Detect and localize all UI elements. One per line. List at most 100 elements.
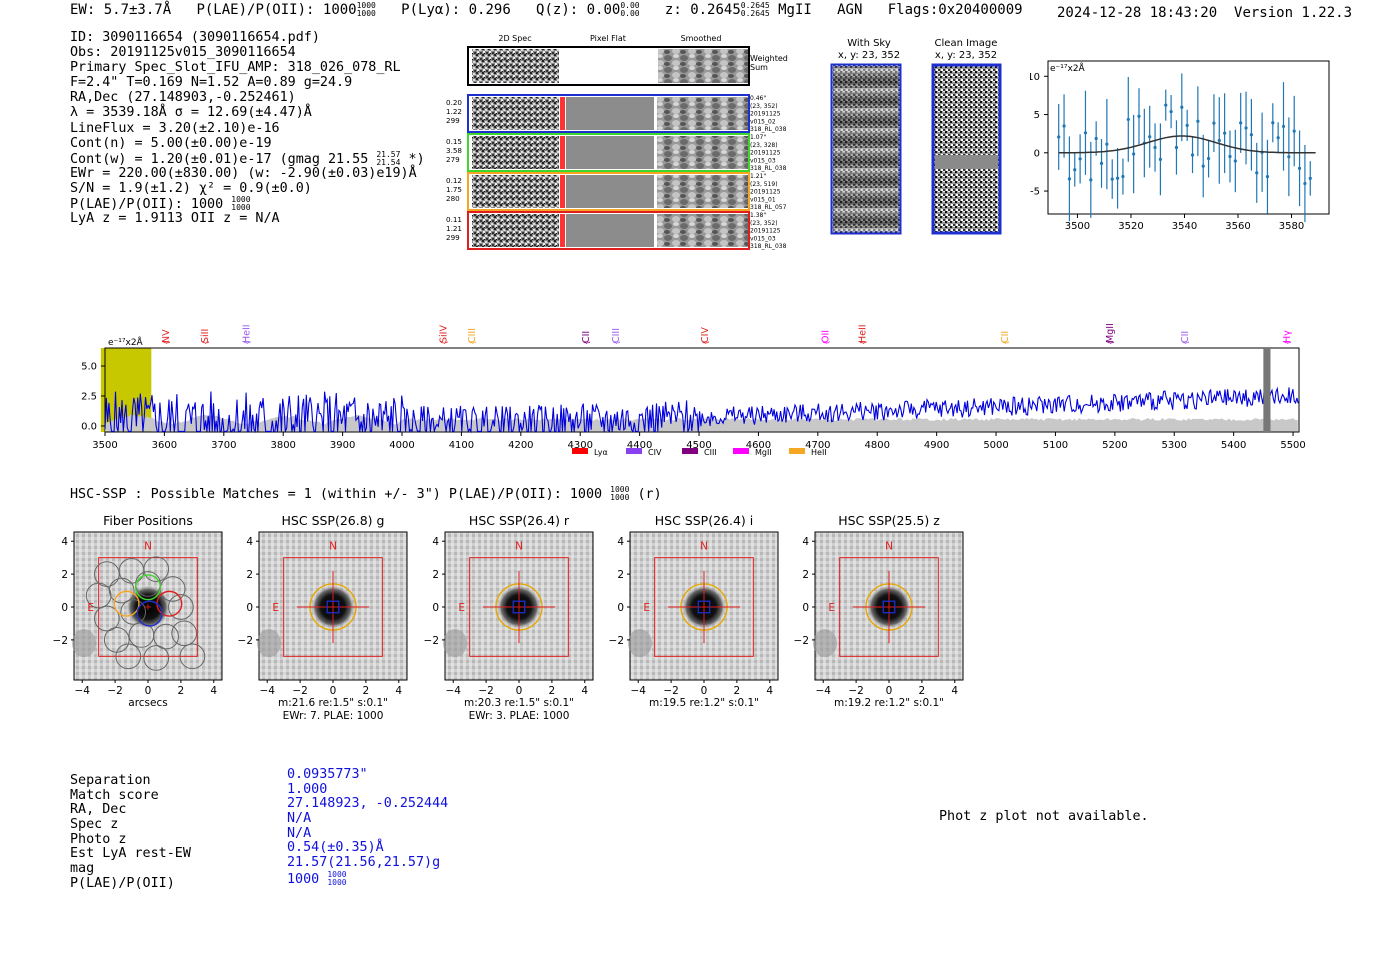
- hsc-ytick-label: 2: [246, 569, 253, 581]
- fiber-circle: [108, 577, 135, 604]
- hsc-ytick-label: 0: [432, 602, 439, 614]
- hsc-panel-caption: m:19.2 re:1.2" s:0.1": [834, 697, 944, 709]
- hsc-ytick-label: 4: [617, 536, 624, 548]
- spectrum-xtick-label: 3800: [270, 440, 295, 451]
- cutout-weight-label: 280: [446, 194, 460, 203]
- spectral-line-bracket: {: [1107, 341, 1115, 345]
- fit-point: [1153, 145, 1157, 150]
- detection-info: ID: 3090116654 (3090116654.pdf) Obs: 201…: [70, 30, 425, 226]
- spectrum-xtick-label: 5000: [983, 440, 1008, 451]
- spectral-line-label: NV: [161, 329, 172, 343]
- cutout-fiber-label: (23, 328): [750, 142, 778, 149]
- fit-point: [1233, 159, 1237, 163]
- fit-point: [1057, 135, 1061, 139]
- legend-swatch: [789, 448, 805, 454]
- spectrum-legend: Lyα CIV CIII MgII HeII: [572, 448, 827, 457]
- cutout-fiber-label: 318_RL_038: [750, 126, 787, 133]
- fit-point: [1292, 129, 1296, 133]
- cutout-weight-label: 0.11: [446, 215, 462, 224]
- fit-point: [1126, 117, 1130, 122]
- cutout-weight-label: 0.12: [446, 176, 462, 185]
- match-label-lya-ew: Est LyA rest-EW: [70, 846, 191, 862]
- hsc-ytick-label: 4: [246, 536, 253, 548]
- full-spectrum-chart: NV{SiII{HeII{SiIV{CIII{CII{CIII{CIV{OII{…: [81, 323, 1306, 457]
- fit-point: [1249, 133, 1253, 137]
- fit-unit-label: e⁻¹⁷x2Å: [1050, 62, 1086, 74]
- legend-label: MgII: [755, 448, 772, 457]
- cutout-fiber-label: v015_03: [750, 157, 776, 164]
- info-obs: Obs: 20191125v015_3090116654: [70, 45, 296, 61]
- match-value-plae: 1000 1000 1000: [287, 869, 347, 887]
- hsc-panel: HSC SSP(26.4) r N E 4 2 0 −2 −4 −2 0 2 4 m:20.3 re:1…: [424, 513, 594, 722]
- hsc-xtick-label: 2: [363, 685, 370, 697]
- spectral-line-label: CII: [1000, 331, 1011, 343]
- spectral-line-label: HeII: [241, 324, 252, 343]
- fit-xtick-label: 3500: [1065, 221, 1090, 232]
- fit-point: [1217, 138, 1221, 143]
- cutout-fiber-label: 20191125: [750, 111, 781, 118]
- spectral-line-markers: NV{SiII{HeII{SiIV{CIII{CII{CIII{CIV{OII{…: [161, 323, 1293, 345]
- legend-swatch: [733, 448, 749, 454]
- hsc-ytick-label: 2: [432, 569, 439, 581]
- header-timestamp: 2024-12-28 18:43:20 Version 1.22.3: [1057, 5, 1352, 21]
- match-value-specz: N/A: [287, 811, 312, 827]
- hsc-xtick-label: −4: [259, 685, 275, 697]
- north-label: N: [144, 541, 152, 553]
- info-sn: S/N = 1.9(±1.2) χ² = 0.9(±0.0): [70, 180, 312, 196]
- spectral-line-label: Hγ: [1282, 330, 1293, 343]
- clean-image: [931, 63, 1002, 235]
- hsc-xtick-label: 2: [919, 685, 926, 697]
- header-ew: EW: 5.7±3.7Å: [70, 2, 172, 18]
- fit-point: [1115, 176, 1120, 180]
- spectrum-xtick-label: 4600: [746, 440, 771, 451]
- cutout-smoothed: [657, 214, 748, 247]
- fit-point: [1255, 171, 1259, 175]
- spectral-line-bracket: {: [823, 341, 831, 345]
- match-labels: Separation Match score RA, Dec Spec z Ph…: [70, 773, 191, 892]
- hsc-ytick-label: 4: [61, 536, 68, 548]
- match-label-mag: mag: [70, 861, 95, 877]
- fit-point: [1078, 157, 1082, 161]
- fit-point: [1196, 119, 1200, 123]
- spectrum-masked-gap: [1263, 348, 1271, 432]
- spectral-line-label: MgII: [1105, 323, 1116, 343]
- fiber-cutouts: 2D Spec Pixel Flat Smoothed Weighted Sum…: [446, 34, 788, 250]
- hsc-imaging-panels: Fiber Positions + N E 4 2 0 −2 −4 −2 0 2 4 arcsecs HSC…: [53, 513, 964, 722]
- spectrum-yticks: 5.0 2.5 0.0: [81, 362, 105, 433]
- fiber-circle-highlight: [134, 574, 162, 601]
- hsc-panel-title: Fiber Positions: [103, 513, 193, 528]
- hsc-ytick-label: −2: [424, 635, 439, 647]
- hsc-xtick-label: −4: [815, 685, 831, 697]
- spectrum-xtick-label: 4000: [389, 440, 414, 451]
- cutout-fiber-label: v015_03: [750, 235, 776, 242]
- fit-xticks: 3500 3520 3540 3560 3580: [1065, 214, 1304, 232]
- legend-swatch: [626, 448, 642, 454]
- fit-point: [1244, 126, 1248, 130]
- cutout-pixel-flat: [566, 136, 654, 169]
- hsc-center-box: [326, 600, 340, 614]
- info-plae: P(LAE)/P(OII): 1000 1000 1000: [70, 195, 251, 213]
- fiber-circle: [171, 620, 198, 647]
- fit-point: [1089, 178, 1093, 182]
- spectrum-xtick-label: 5300: [1162, 440, 1187, 451]
- spectral-line-bracket: {: [1284, 341, 1292, 345]
- hsc-panel-title: HSC SSP(25.5) z: [838, 513, 940, 528]
- fit-point: [1223, 131, 1227, 135]
- header-summary: EW: 5.7±3.7Å P(LAE)/P(OII): 1000 1000 1000…: [70, 2, 1023, 19]
- cutout-weight-label: 0.20: [446, 98, 462, 107]
- hsc-ytick-label: 0: [617, 602, 624, 614]
- info-lya: LyA z = 1.9113 OII z = N/A: [70, 211, 280, 227]
- fit-ytick-label: -5: [1030, 187, 1040, 198]
- fit-point: [1180, 105, 1184, 109]
- hsc-xtick-label: 0: [516, 685, 523, 697]
- spectral-line-label: CII: [581, 331, 592, 343]
- fit-xtick-label: 3520: [1118, 221, 1143, 232]
- cutout-fiber-label: v015_01: [750, 196, 776, 203]
- fit-point: [1099, 161, 1104, 166]
- cutout-fiber-label: (23, 352): [750, 220, 778, 227]
- fit-point: [1148, 135, 1152, 139]
- photz-message: Phot z plot not available.: [939, 809, 1149, 824]
- match-value-score: 1.000: [287, 781, 328, 797]
- cutout-smoothed: [657, 136, 748, 169]
